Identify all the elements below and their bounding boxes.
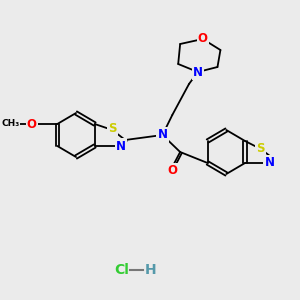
Text: O: O: [198, 32, 208, 46]
Text: N: N: [193, 65, 203, 79]
Text: N: N: [265, 157, 275, 169]
Text: S: S: [256, 142, 265, 154]
Text: H: H: [145, 263, 157, 277]
Text: CH₃: CH₃: [1, 119, 19, 128]
Text: N: N: [116, 140, 126, 152]
Text: O: O: [167, 164, 177, 178]
Text: N: N: [158, 128, 167, 142]
Text: S: S: [108, 122, 117, 136]
Text: O: O: [27, 118, 37, 130]
Text: Cl: Cl: [114, 263, 129, 277]
